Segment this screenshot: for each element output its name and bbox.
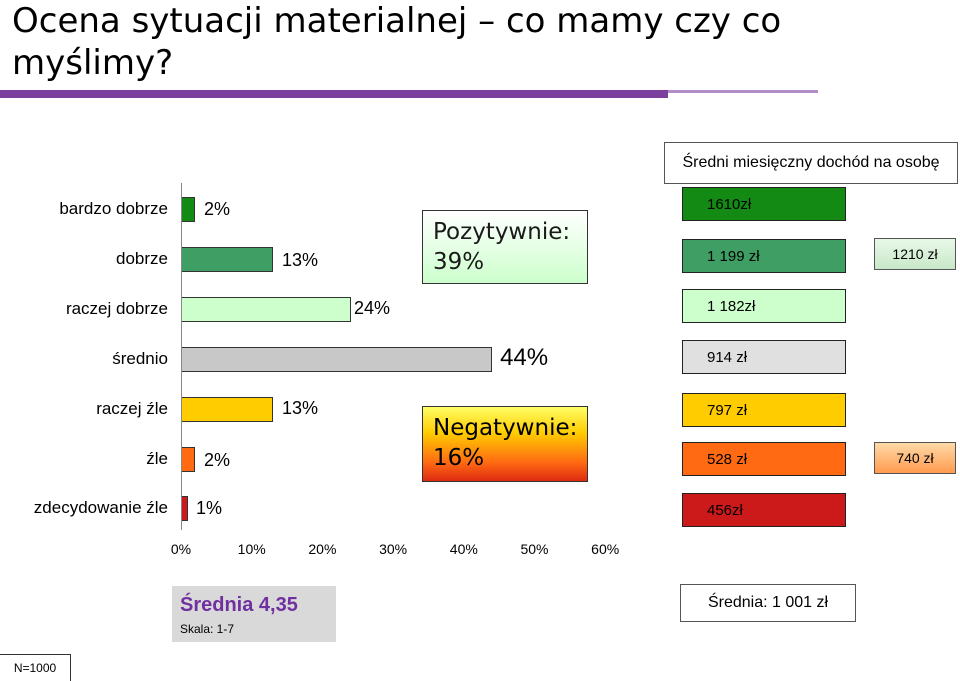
- income-box-srednio: 914 zł: [682, 340, 846, 374]
- income-header-box: Średni miesięczny dochód na osobę: [664, 142, 958, 184]
- x-tick-label: 30%: [379, 541, 408, 557]
- sample-size: N=1000: [13, 661, 57, 675]
- positive-summary: Pozytywnie: 39%: [433, 219, 571, 275]
- category-label-bardzo-dobrze: bardzo dobrze: [59, 199, 168, 218]
- income-box-bardzo-dobrze: 1610zł: [682, 187, 846, 221]
- mean-box: Średnia 4,35 Skala: 1-7: [172, 586, 336, 642]
- income-mean-box: Średnia: 1 001 zł: [680, 584, 856, 622]
- page-title: Ocena sytuacji materialnej – co mamy czy…: [12, 1, 782, 83]
- bar-raczej-dobrze: [181, 297, 351, 322]
- income-negative-group: 740 zł: [896, 450, 934, 466]
- bar-srednio: [181, 347, 493, 372]
- income-box-raczej-dobrze: 1 182zł: [682, 289, 846, 323]
- mean-value: Średnia 4,35: [180, 594, 298, 616]
- category-label-raczej-zle: raczej źle: [96, 399, 168, 418]
- scale-note: Skala: 1-7: [180, 622, 235, 636]
- bar-value-raczej-zle: 13%: [282, 398, 319, 418]
- positive-summary-box: Pozytywnie: 39%: [422, 210, 588, 284]
- income-box-zdecydowanie-zle: 456zł: [682, 493, 846, 527]
- category-label-zle: źle: [146, 449, 168, 468]
- income-box-zle: 528 zł: [682, 442, 846, 476]
- bar-value-bardzo-dobrze: 2%: [204, 199, 231, 219]
- income-box-dobrze: 1 199 zł: [682, 239, 846, 273]
- bar-value-dobrze: 13%: [282, 250, 319, 270]
- x-tick-label: 40%: [449, 541, 478, 557]
- category-label-dobrze: dobrze: [116, 249, 168, 268]
- bar-zdecydowanie-zle: [181, 496, 189, 521]
- category-label-zdecydowanie-zle: zdecydowanie źle: [33, 498, 168, 517]
- x-tick-label: 50%: [520, 541, 549, 557]
- x-tick-label: 20%: [308, 541, 337, 557]
- title-underline-accent: [668, 90, 818, 93]
- x-tick-label: 0%: [170, 541, 192, 557]
- y-axis-line: [181, 183, 182, 530]
- x-tick-label: 10%: [237, 541, 266, 557]
- bar-value-srednio: 44%: [500, 344, 549, 371]
- income-mean: Średnia: 1 001 zł: [707, 594, 829, 611]
- income-header: Średni miesięczny dochód na osobę: [682, 154, 940, 171]
- bar-value-raczej-dobrze: 24%: [354, 298, 391, 318]
- bar-raczej-zle: [181, 397, 273, 422]
- negative-summary-box: Negatywnie: 16%: [422, 406, 588, 482]
- sample-size-box: N=1000: [0, 654, 71, 681]
- income-box-raczej-zle: 797 zł: [682, 393, 846, 427]
- bar-bardzo-dobrze: [181, 197, 196, 222]
- category-label-srednio: średnio: [112, 349, 168, 368]
- income-positive-group-box: 1210 zł: [874, 238, 956, 270]
- bar-value-zdecydowanie-zle: 1%: [196, 498, 223, 518]
- title-underline: [0, 90, 668, 98]
- income-negative-group-box: 740 zł: [874, 442, 956, 474]
- x-tick-label: 60%: [591, 541, 620, 557]
- bar-zle: [181, 447, 196, 472]
- category-label-raczej-dobrze: raczej dobrze: [65, 299, 168, 318]
- bar-dobrze: [181, 247, 273, 272]
- bar-value-zle: 2%: [204, 450, 231, 470]
- negative-summary: Negatywnie: 16%: [433, 415, 578, 471]
- income-positive-group: 1210 zł: [892, 246, 938, 262]
